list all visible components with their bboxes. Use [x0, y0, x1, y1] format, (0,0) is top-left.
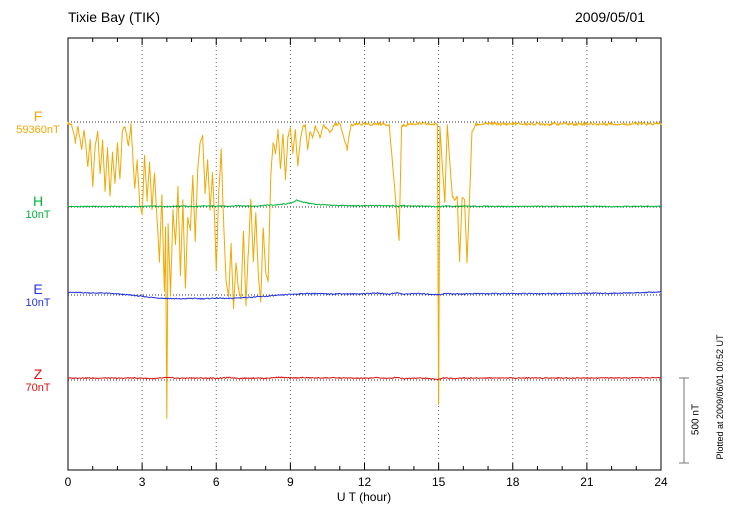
plotted-at-note: Plotted at 2009/06/01 00:52 UT [715, 334, 725, 460]
series-letter-F: F [33, 108, 43, 124]
series-letter-E: E [33, 281, 43, 297]
chart-date: 2009/05/01 [575, 9, 646, 25]
series-label-F: F 59360nT [6, 108, 70, 137]
x-tick-label: 21 [580, 475, 594, 489]
series-value-Z: 70nT [25, 382, 51, 394]
scale-bar-label: 500 nT [690, 403, 702, 436]
series-value-E: 10nT [25, 297, 51, 309]
trace-Z [67, 376, 662, 381]
series-label-Z: Z 70nT [6, 366, 70, 395]
trace-F [67, 121, 662, 419]
x-tick-label: 0 [65, 475, 72, 489]
x-tick-label: 6 [213, 475, 220, 489]
series-value-F: 59360nT [16, 124, 60, 136]
trace-E [67, 291, 662, 300]
series-value-H: 10nT [25, 209, 51, 221]
chart-title: Tixie Bay (TIK) [68, 9, 161, 25]
series-label-E: E 10nT [6, 281, 70, 310]
x-tick-label: 15 [432, 475, 446, 489]
x-tick-label: 9 [287, 475, 294, 489]
series-letter-Z: Z [33, 366, 43, 382]
x-tick-label: 24 [654, 475, 668, 489]
x-axis-label: U T (hour) [336, 490, 392, 504]
x-tick-label: 18 [506, 475, 520, 489]
x-tick-label: 12 [358, 475, 372, 489]
trace-H [67, 199, 662, 208]
series-label-H: H 10nT [6, 193, 70, 222]
x-tick-label: 3 [139, 475, 146, 489]
series-letter-H: H [32, 193, 44, 209]
